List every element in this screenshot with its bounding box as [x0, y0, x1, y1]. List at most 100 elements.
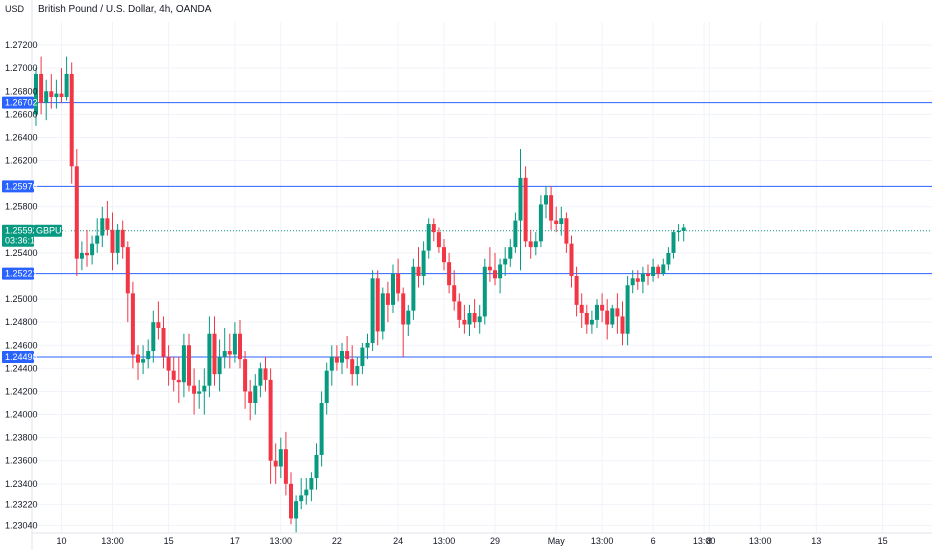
candle-body[interactable]: [176, 379, 181, 383]
candle-body[interactable]: [640, 273, 645, 282]
candle-body[interactable]: [64, 73, 69, 98]
candle-body[interactable]: [661, 264, 666, 274]
candle-body[interactable]: [651, 266, 656, 276]
candle-body[interactable]: [44, 91, 49, 103]
candle-body[interactable]: [120, 229, 125, 248]
candle-body[interactable]: [584, 312, 589, 325]
candle-body[interactable]: [125, 247, 130, 294]
candle-body[interactable]: [666, 252, 671, 265]
candle-body[interactable]: [635, 278, 640, 282]
candle-body[interactable]: [340, 351, 344, 363]
candle-body[interactable]: [69, 73, 74, 167]
candle-body[interactable]: [227, 351, 232, 355]
candle-body[interactable]: [263, 368, 268, 380]
candle-body[interactable]: [243, 359, 248, 392]
candle-body[interactable]: [589, 319, 594, 325]
candle-body[interactable]: [615, 308, 620, 317]
candle-body[interactable]: [289, 483, 293, 519]
candle-body[interactable]: [421, 250, 426, 276]
candle-body[interactable]: [538, 204, 543, 242]
candle-body[interactable]: [564, 218, 569, 244]
candle-body[interactable]: [309, 478, 314, 490]
candle-body[interactable]: [161, 327, 166, 357]
candle-body[interactable]: [360, 347, 365, 367]
candle-body[interactable]: [380, 293, 385, 332]
candle-body[interactable]: [600, 304, 605, 311]
candle-body[interactable]: [100, 218, 105, 236]
candle-body[interactable]: [304, 489, 309, 496]
price-axis[interactable]: 1.27200 1.27000 1.26800 1.26600 1.26400 1.262…: [5, 40, 38, 530]
candle-body[interactable]: [426, 224, 431, 251]
candle-body[interactable]: [141, 359, 146, 363]
candle-body[interactable]: [365, 342, 370, 348]
candle-body[interactable]: [503, 258, 508, 265]
candle-body[interactable]: [202, 385, 207, 392]
candle-body[interactable]: [299, 495, 304, 502]
candle-body[interactable]: [411, 266, 416, 311]
candle-body[interactable]: [385, 293, 390, 305]
candle-body[interactable]: [620, 316, 625, 334]
candle-body[interactable]: [436, 232, 441, 248]
candle-body[interactable]: [549, 195, 554, 221]
candle-body[interactable]: [212, 333, 217, 375]
candle-body[interactable]: [472, 312, 477, 323]
candle-body[interactable]: [248, 391, 253, 403]
candle-body[interactable]: [442, 247, 446, 263]
candle-body[interactable]: [217, 356, 222, 375]
candle-body[interactable]: [482, 266, 487, 317]
candle-body[interactable]: [319, 403, 324, 455]
candle-body[interactable]: [375, 278, 380, 332]
candle-body[interactable]: [681, 227, 686, 231]
candle-body[interactable]: [513, 220, 518, 248]
candle-body[interactable]: [39, 73, 44, 103]
candle-body[interactable]: [355, 366, 360, 375]
candle-body[interactable]: [329, 356, 334, 371]
candle-body[interactable]: [192, 385, 197, 394]
candle-body[interactable]: [273, 460, 278, 467]
candle-body[interactable]: [523, 177, 528, 242]
candle-body[interactable]: [431, 224, 436, 233]
candle-body[interactable]: [258, 368, 263, 386]
candle-body[interactable]: [676, 230, 681, 233]
candle-body[interactable]: [610, 308, 615, 325]
candle-body[interactable]: [528, 241, 533, 248]
candle-body[interactable]: [656, 266, 661, 274]
candle-body[interactable]: [452, 285, 457, 302]
candle-body[interactable]: [457, 301, 462, 320]
candle-body[interactable]: [314, 454, 319, 479]
candle-body[interactable]: [544, 195, 548, 205]
candle-body[interactable]: [146, 351, 151, 360]
candle-body[interactable]: [136, 354, 140, 363]
candle-body[interactable]: [110, 229, 115, 253]
candle-body[interactable]: [554, 220, 559, 225]
candle-body[interactable]: [493, 270, 497, 279]
candle-body[interactable]: [278, 449, 283, 467]
candle-body[interactable]: [574, 276, 579, 305]
candle-body[interactable]: [222, 351, 227, 357]
candle-body[interactable]: [105, 218, 110, 230]
candle-body[interactable]: [74, 166, 79, 259]
candle-body[interactable]: [391, 273, 395, 305]
candle-body[interactable]: [115, 229, 120, 253]
candle-body[interactable]: [79, 252, 84, 259]
candle-body[interactable]: [49, 91, 54, 98]
candle-body[interactable]: [207, 333, 212, 386]
candle-body[interactable]: [533, 241, 538, 248]
candle-body[interactable]: [559, 218, 564, 225]
candle-body[interactable]: [396, 273, 401, 294]
candle-body[interactable]: [151, 322, 156, 352]
candle-body[interactable]: [283, 449, 288, 484]
candle-body[interactable]: [238, 333, 242, 360]
candle-body[interactable]: [406, 310, 411, 325]
candle-body[interactable]: [350, 359, 355, 375]
candle-body[interactable]: [334, 356, 339, 363]
time-axis[interactable]: 10 13:00 15 17 13:00 22 24 13:00 29 May 13:00 6 13:0…: [56, 536, 887, 546]
candle-body[interactable]: [187, 345, 191, 386]
candle-body[interactable]: [370, 278, 375, 343]
candle-body[interactable]: [508, 247, 513, 259]
candle-body[interactable]: [85, 252, 89, 256]
candle-body[interactable]: [197, 391, 202, 394]
candle-body[interactable]: [447, 262, 452, 286]
candle-body[interactable]: [462, 319, 467, 325]
